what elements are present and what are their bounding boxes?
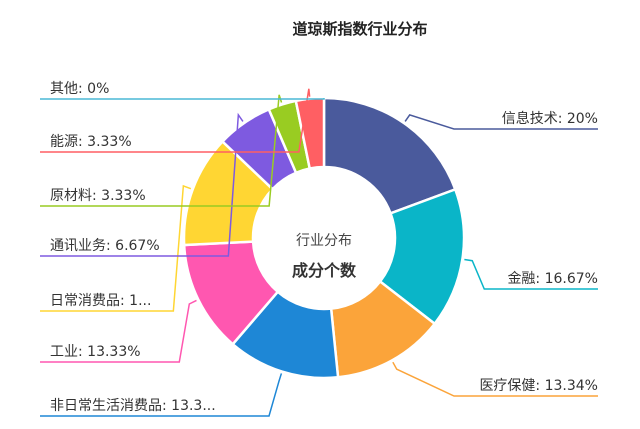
slice-label-原材料: 原材料: 3.33% <box>50 188 146 204</box>
slice-label-通讯业务: 通讯业务: 6.67% <box>50 238 160 254</box>
leader-line-能源 <box>40 88 311 153</box>
leader-line-医疗保健 <box>392 361 598 397</box>
leader-line-信息技术 <box>404 114 598 130</box>
slice-label-工业: 工业: 13.33% <box>50 344 141 360</box>
leader-line-金融 <box>464 258 598 290</box>
slice-label-其他: 其他: 0% <box>50 81 109 97</box>
slice-label-信息技术: 信息技术: 20% <box>502 110 598 127</box>
leader-line-通讯业务 <box>40 112 244 257</box>
leader-line-其他 <box>40 98 325 100</box>
center-label: 行业分布 <box>296 233 352 249</box>
slice-label-能源: 能源: 3.33% <box>50 134 132 150</box>
leader-line-工业 <box>40 299 197 363</box>
leader-line-非日常生活消费品 <box>40 373 283 417</box>
donut-hole <box>253 167 395 309</box>
chart-title: 道琼斯指数行业分布 <box>292 20 427 38</box>
center-value-label: 成分个数 <box>292 261 357 280</box>
slice-label-医疗保健: 医疗保健: 13.34% <box>479 378 598 394</box>
labels-group: 信息技术: 20% 金融: 16.67% 医疗保健: 13.34% 非日常生活消费品:… <box>50 81 598 414</box>
leader-line-日常消费品 <box>40 184 192 312</box>
slice-label-非日常生活消费品: 非日常生活消费品: 13.3... <box>50 398 216 414</box>
leader-lines-group <box>40 88 598 417</box>
slice-label-金融: 金融: 16.67% <box>507 271 598 287</box>
slice-label-日常消费品: 日常消费品: 1... <box>50 293 151 309</box>
